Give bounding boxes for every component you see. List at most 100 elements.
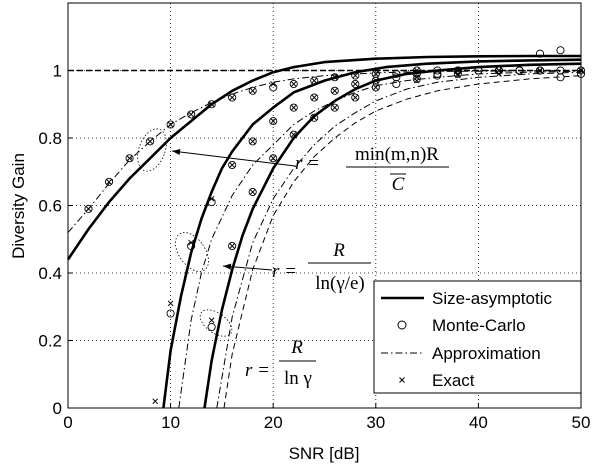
exact-point (311, 114, 318, 121)
monte-carlo-point (351, 71, 360, 80)
exact-point (208, 101, 215, 108)
monte-carlo-point (289, 103, 298, 112)
exact-point (290, 104, 297, 111)
formula-1-lhs: r = (295, 153, 320, 174)
monte-carlo-point (351, 93, 360, 102)
y-tick-label: 0 (53, 399, 62, 418)
formula-3-numerator: R (290, 337, 303, 358)
legend-exact-label: Exact (432, 371, 475, 390)
exact-point (188, 111, 194, 118)
x-tick-label: 0 (63, 413, 72, 432)
exact-point (229, 243, 235, 249)
x-axis-title: SNR [dB] (289, 444, 360, 463)
exact-point (188, 239, 194, 246)
monte-carlo-point (310, 113, 319, 122)
exact-point (372, 77, 379, 84)
arrow-formula-2-shaft (222, 265, 273, 271)
axis-ticks: 0 10 20 30 40 50 0 0.2 0.4 0.6 0.8 1 (38, 62, 590, 433)
arrow-formula-1 (171, 148, 296, 167)
exact-point (496, 71, 502, 77)
dashed-curve (223, 75, 582, 409)
ellipse-group-3 (199, 309, 233, 337)
monte-carlo-point (166, 120, 175, 129)
monte-carlo-point (289, 130, 298, 139)
monte-carlo-point (330, 73, 339, 82)
exact-point (414, 67, 420, 74)
monte-carlo-point (535, 66, 545, 75)
monte-carlo-point (248, 187, 257, 197)
legend-approximation-label: Approximation (432, 344, 541, 363)
monte-carlo-point (556, 46, 565, 55)
arrow-formula-2-head (223, 263, 232, 270)
curves (66, 54, 582, 409)
exact-point (311, 77, 318, 84)
legend: Size-asymptotic Monte-Carlo Approximatio… (373, 280, 582, 394)
monte-carlo-point (535, 49, 545, 58)
exact-point (455, 71, 461, 77)
monte-carlo-point (433, 71, 442, 80)
formula-3: r = R ln γ (245, 337, 316, 389)
formula-1-numerator: min(m,n)R (355, 144, 439, 165)
monte-carlo-point (433, 66, 442, 75)
formula-3-denominator: ln γ (284, 368, 312, 389)
monte-carlo-point (228, 241, 237, 251)
exact-point (372, 84, 379, 91)
exact-point (372, 71, 379, 77)
y-tick-label: 0.2 (38, 332, 62, 351)
monte-carlo-point (351, 79, 360, 89)
markers (84, 46, 586, 405)
y-tick-label: 0.8 (38, 129, 62, 148)
formula-1: r = min(m,n)R C (295, 144, 449, 195)
monte-carlo-point (412, 74, 421, 83)
arrow-formula-1-shaft (171, 150, 296, 167)
exact-point (331, 104, 338, 111)
exact-point (270, 118, 277, 124)
monte-carlo-point (84, 204, 93, 213)
exact-point (352, 94, 359, 101)
exact-point (229, 162, 235, 168)
exact-point (208, 317, 215, 324)
x-tick-label: 50 (572, 413, 591, 432)
approximation-curve (216, 71, 582, 409)
approximation-curve (67, 70, 582, 233)
y-tick-label: 0.4 (38, 264, 62, 283)
exact-point (208, 195, 215, 202)
size-asymptotic-curve (203, 62, 582, 409)
legend-monte-carlo-swatch (397, 320, 407, 330)
formula-2-denominator: ln(γ/e) (315, 273, 365, 294)
legend-monte-carlo-label: Monte-Carlo (432, 316, 526, 335)
exact-point (290, 81, 297, 87)
exact-point (85, 206, 92, 212)
exact-point (126, 155, 133, 162)
monte-carlo-point (166, 309, 175, 318)
exact-point (167, 300, 174, 307)
exact-point (152, 398, 159, 405)
monte-carlo-point (269, 154, 278, 163)
arrow-formula-2 (222, 263, 273, 271)
ellipse-group-2 (175, 232, 209, 272)
monte-carlo-point (392, 79, 401, 89)
monte-carlo-point (371, 83, 380, 92)
monte-carlo-point (146, 137, 155, 146)
exact-point (537, 67, 543, 74)
exact-point (229, 94, 235, 101)
formula-2: r = R ln(γ/e) (272, 240, 371, 294)
x-tick-label: 10 (161, 413, 180, 432)
y-axis-title: Diversity Gain (9, 153, 28, 259)
exact-point (311, 94, 318, 101)
exact-point (414, 77, 420, 84)
x-tick-label: 20 (264, 413, 283, 432)
monte-carlo-point (289, 79, 298, 89)
monte-carlo-point (269, 117, 278, 126)
exact-point (352, 72, 359, 79)
exact-point (249, 138, 256, 145)
size-asymptotic-curve (162, 58, 582, 409)
exact-point (106, 179, 112, 185)
monte-carlo-point (125, 154, 134, 163)
formula-3-lhs: r = (245, 360, 270, 381)
annotation-arrows (171, 148, 296, 271)
exact-point (249, 189, 256, 195)
monte-carlo-point (207, 100, 216, 109)
y-tick-label: 1 (53, 62, 62, 81)
